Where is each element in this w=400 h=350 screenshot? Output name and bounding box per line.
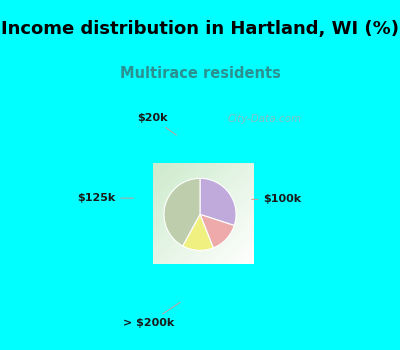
Text: > $200k: > $200k: [123, 302, 180, 328]
Text: City-Data.com: City-Data.com: [228, 114, 302, 124]
Text: $20k: $20k: [137, 113, 176, 135]
Wedge shape: [200, 214, 234, 248]
Wedge shape: [200, 178, 236, 225]
Text: Multirace residents: Multirace residents: [120, 66, 280, 81]
Wedge shape: [164, 178, 200, 246]
Wedge shape: [183, 214, 213, 250]
Text: $100k: $100k: [252, 194, 302, 204]
Text: $125k: $125k: [77, 193, 134, 203]
Text: Income distribution in Hartland, WI (%): Income distribution in Hartland, WI (%): [1, 20, 399, 37]
